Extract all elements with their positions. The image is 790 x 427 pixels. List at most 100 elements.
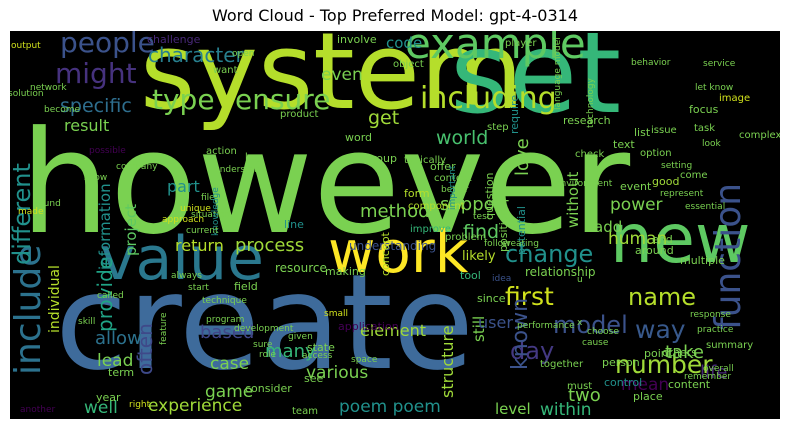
word-creating: creating: [502, 239, 539, 249]
word-check: check: [575, 149, 604, 160]
word-process: process: [235, 235, 304, 256]
word-making: making: [325, 265, 366, 278]
word-list: list: [634, 126, 651, 139]
word-potential: potential: [515, 206, 528, 255]
word-see: see: [304, 372, 323, 385]
word-typically: typically: [404, 155, 446, 166]
word-way: way: [635, 315, 686, 344]
word-project: project: [122, 204, 140, 256]
word-individual: individual: [47, 265, 63, 333]
word-want: want: [213, 65, 238, 76]
word-question: question: [483, 172, 496, 220]
word-change: change: [505, 240, 593, 268]
word-state: state: [307, 341, 335, 354]
word-structure: structure: [438, 325, 457, 398]
word-consider: consider: [245, 382, 292, 395]
word-method: method: [360, 201, 430, 222]
word-test: test: [473, 212, 491, 222]
word-function: function: [708, 183, 749, 330]
word-get: get: [368, 107, 399, 129]
word-return: return: [175, 236, 224, 255]
word-multiple: multiple: [680, 254, 725, 267]
word-issue: issue: [651, 125, 677, 136]
word-include: include: [10, 245, 49, 375]
word-user: user: [478, 313, 513, 332]
word-right: right: [129, 400, 151, 410]
word-player: player: [505, 38, 537, 49]
word-essential: essential: [685, 202, 725, 212]
word-team: team: [292, 406, 318, 417]
word-ensure: ensure: [235, 83, 330, 116]
word-setting: setting: [661, 161, 692, 171]
word-improve: improve: [410, 224, 451, 235]
word-look: look: [702, 139, 722, 149]
word-line: line: [284, 218, 304, 231]
word-overall: overall: [703, 364, 734, 374]
word-access: access: [302, 351, 333, 361]
word-approach: approach: [162, 215, 204, 225]
word-day: day: [510, 337, 554, 365]
word-event: event: [620, 180, 652, 193]
word-found: found: [35, 199, 61, 209]
word-love: love: [512, 138, 533, 176]
word-based: based: [200, 322, 254, 343]
word-create: create: [55, 246, 474, 400]
cloud-background: [10, 31, 780, 419]
word-represent: represent: [660, 189, 704, 199]
word-allow: allow: [95, 328, 142, 349]
word-word: word: [345, 131, 372, 144]
word-involve: involve: [337, 33, 377, 46]
word-must: must: [567, 381, 592, 392]
word-task: task: [694, 123, 715, 134]
word-language-model: language model: [553, 37, 563, 110]
word-product: product: [280, 109, 319, 120]
word-together: together: [540, 359, 584, 370]
word-term: term: [108, 366, 134, 379]
word-company: company: [116, 162, 158, 172]
word-understand: understand: [214, 165, 266, 175]
word-always: always: [171, 271, 202, 281]
word-various: various: [306, 363, 368, 383]
word-within: within: [540, 400, 592, 419]
word-value: value: [100, 224, 264, 294]
word-control: control: [604, 376, 642, 389]
word-response: response: [690, 310, 731, 320]
word-resource: resource: [275, 261, 327, 275]
word-research: research: [563, 114, 611, 127]
word-case: case: [210, 354, 249, 374]
word-environment: environment: [555, 179, 613, 189]
word-text: text: [613, 138, 635, 151]
word-human: human: [608, 229, 667, 249]
word-possible: possible: [89, 146, 126, 156]
word-experience: experience: [148, 396, 242, 416]
word-better: better: [441, 185, 469, 195]
word-even: even: [321, 65, 363, 85]
word-year: year: [96, 391, 121, 404]
word-specific: specific: [60, 95, 132, 117]
word-sure: sure: [253, 340, 273, 350]
word-life: life: [700, 362, 727, 383]
word-character: character: [148, 43, 245, 67]
word-understanding: understanding: [349, 239, 436, 253]
word-concept: concept: [379, 231, 392, 276]
word-mean: mean: [621, 375, 669, 395]
word-field: field: [234, 280, 258, 293]
word-idea: idea: [492, 274, 511, 284]
word-form: form: [404, 187, 430, 200]
word-behavior: behavior: [631, 58, 671, 68]
word-without: without: [564, 171, 582, 228]
word-u: u: [577, 275, 583, 285]
word-element: element: [360, 321, 426, 340]
word-called: called: [97, 291, 124, 301]
word-point: point: [644, 347, 673, 360]
word-feature: feature: [159, 312, 169, 345]
word-complex: complex: [739, 130, 780, 141]
word-world: world: [436, 127, 488, 149]
word-however: however: [20, 101, 631, 266]
word-component: component: [408, 201, 465, 212]
word-solution: solution: [10, 89, 44, 99]
word-content: content: [668, 378, 711, 391]
word-still: still: [470, 316, 488, 342]
